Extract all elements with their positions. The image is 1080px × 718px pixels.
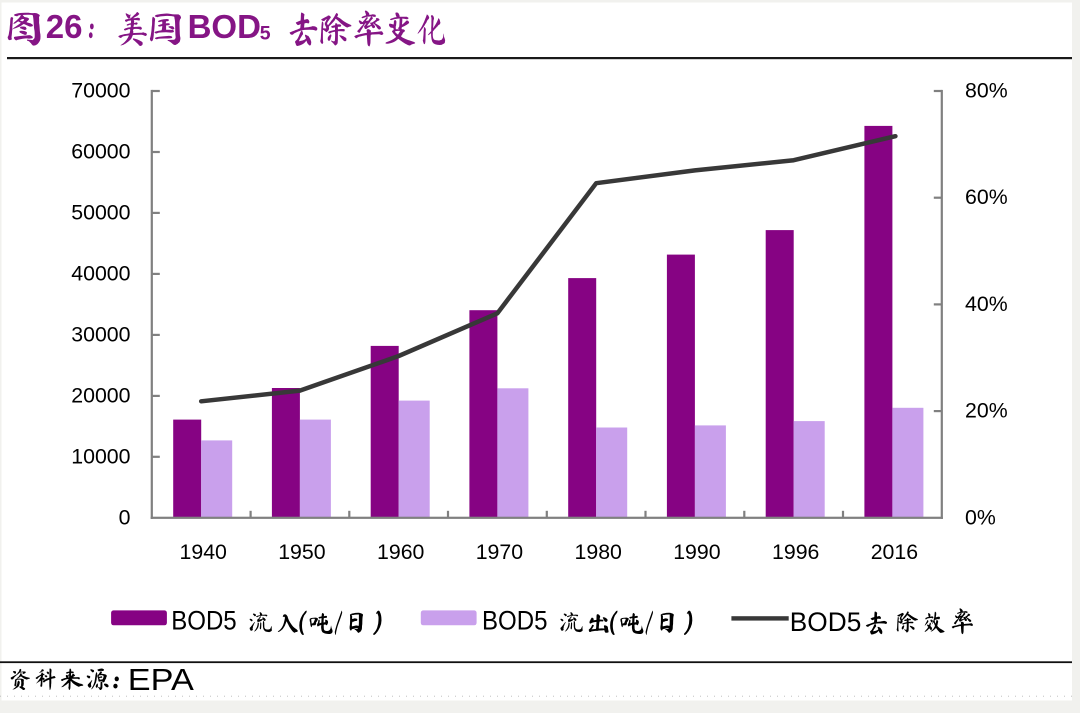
svg-text:20000: 20000 xyxy=(71,383,130,407)
svg-text:30000: 30000 xyxy=(71,322,130,346)
svg-text:BOD5: BOD5 xyxy=(171,606,237,636)
svg-text:5: 5 xyxy=(260,23,271,45)
svg-text:80%: 80% xyxy=(965,79,1008,103)
svg-text:1960: 1960 xyxy=(377,540,425,564)
svg-text:1990: 1990 xyxy=(673,540,721,564)
svg-text:40000: 40000 xyxy=(71,261,130,285)
svg-text:10000: 10000 xyxy=(71,444,130,468)
svg-text:60000: 60000 xyxy=(71,140,130,164)
svg-text:BOD5: BOD5 xyxy=(790,607,862,637)
svg-text:BOD5: BOD5 xyxy=(482,606,548,636)
svg-text:1950: 1950 xyxy=(278,540,326,564)
svg-text:1940: 1940 xyxy=(180,540,228,564)
svg-text:0: 0 xyxy=(119,505,131,529)
svg-text:70000: 70000 xyxy=(71,79,130,103)
svg-text:EPA: EPA xyxy=(128,663,195,697)
svg-text:40%: 40% xyxy=(965,292,1008,316)
svg-text:1970: 1970 xyxy=(476,540,524,564)
svg-text:2016: 2016 xyxy=(871,540,918,564)
svg-text:BOD: BOD xyxy=(188,8,261,45)
svg-text:26: 26 xyxy=(46,8,83,45)
svg-text:1996: 1996 xyxy=(772,540,819,564)
svg-text:20%: 20% xyxy=(965,399,1008,423)
svg-text:50000: 50000 xyxy=(71,200,130,224)
svg-text:1980: 1980 xyxy=(575,540,623,564)
svg-text:60%: 60% xyxy=(965,185,1008,209)
svg-text:0%: 0% xyxy=(965,505,996,529)
